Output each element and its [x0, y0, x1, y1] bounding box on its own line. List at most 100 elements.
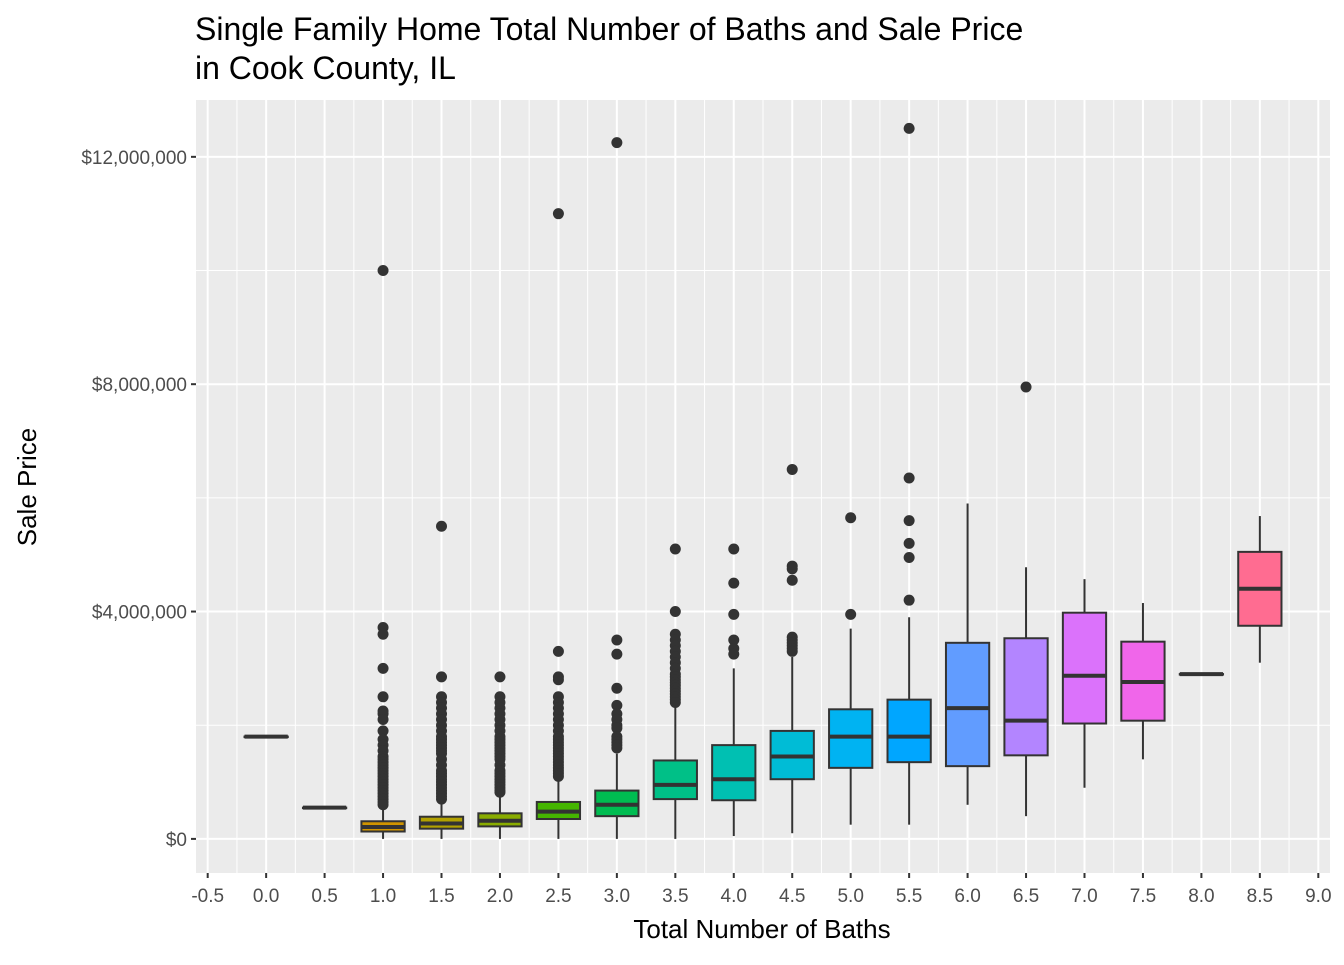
- x-tick-label: 7.5: [1130, 886, 1156, 907]
- y-tick-label: $4,000,000: [92, 603, 187, 624]
- outlier-point: [728, 648, 740, 660]
- outlier-point: [903, 537, 915, 549]
- outlier-point: [552, 770, 564, 782]
- outlier-point: [786, 463, 798, 475]
- x-tick-label: 7.0: [1071, 886, 1097, 907]
- outlier-point: [377, 714, 389, 726]
- outlier-point: [903, 515, 915, 527]
- outlier-point: [377, 628, 389, 640]
- box: [1003, 637, 1049, 757]
- outlier-point: [552, 645, 564, 657]
- outlier-point: [377, 691, 389, 703]
- x-axis: -0.5 0.0 0.5 1.0 1.5 2.0 2.5 3.0 3.5 4.0 4.5 5.0 5.5…: [191, 873, 1332, 907]
- box: [886, 698, 932, 764]
- x-tick-label: 5.5: [896, 886, 922, 907]
- x-tick-label: 6.0: [954, 886, 980, 907]
- outlier-point: [552, 208, 564, 220]
- outlier-point: [728, 634, 740, 646]
- outlier-point: [611, 682, 623, 694]
- outlier-point: [903, 122, 915, 134]
- outlier-point: [436, 520, 448, 532]
- outlier-point: [494, 786, 506, 798]
- x-tick-label: 0.0: [253, 886, 279, 907]
- x-tick-label: 2.0: [487, 886, 513, 907]
- chart-title-line-2: in Cook County, IL: [195, 50, 456, 86]
- box-group: [1003, 381, 1049, 817]
- y-tick-label: $0: [166, 830, 187, 851]
- outlier-point: [436, 793, 448, 805]
- box-group: [360, 265, 406, 839]
- box-group: [535, 208, 582, 839]
- outlier-point: [845, 608, 857, 620]
- outlier-point: [611, 137, 623, 149]
- box-group: [1120, 603, 1166, 760]
- x-tick-label: 8.0: [1188, 886, 1214, 907]
- outlier-point: [669, 696, 681, 708]
- x-tick-label: 4.5: [779, 886, 805, 907]
- outlier-point: [903, 472, 915, 484]
- x-tick-label: 3.5: [662, 886, 688, 907]
- outlier-point: [786, 645, 798, 657]
- outlier-point: [377, 662, 389, 674]
- outlier-point: [728, 608, 740, 620]
- box: [1061, 611, 1108, 725]
- outlier-point: [494, 671, 506, 683]
- x-tick-label: -0.5: [191, 886, 224, 907]
- outlier-point: [903, 594, 915, 606]
- chart-title-line-1: Single Family Home Total Number of Baths…: [195, 11, 1023, 47]
- outlier-point: [436, 671, 448, 683]
- box: [652, 759, 698, 801]
- outlier-point: [845, 512, 857, 524]
- x-tick-label: 4.0: [721, 886, 747, 907]
- box: [944, 641, 991, 768]
- box-group: [243, 734, 289, 739]
- outlier-point: [728, 543, 740, 555]
- outlier-point: [611, 722, 623, 734]
- outlier-point: [786, 574, 798, 586]
- box-group: [594, 137, 640, 839]
- box-series: [243, 122, 1283, 839]
- outlier-point: [611, 699, 623, 711]
- outlier-point: [728, 577, 740, 589]
- outlier-point: [903, 552, 915, 564]
- box-group: [1178, 672, 1225, 677]
- outlier-point: [377, 725, 389, 737]
- outlier-point: [611, 634, 623, 646]
- y-tick-label: $8,000,000: [92, 375, 187, 396]
- box-group: [711, 543, 757, 837]
- x-tick-label: 2.5: [545, 886, 571, 907]
- outlier-point: [669, 543, 681, 555]
- x-tick-label: 5.0: [837, 886, 863, 907]
- box-group: [828, 512, 874, 825]
- y-axis: $0 $4,000,000 $8,000,000 $12,000,000: [81, 148, 196, 851]
- x-axis-label: Total Number of Baths: [633, 914, 890, 944]
- x-tick-label: 8.5: [1247, 886, 1273, 907]
- box: [711, 744, 757, 802]
- x-tick-label: 1.5: [428, 886, 454, 907]
- box-group: [886, 122, 932, 825]
- x-tick-label: 1.0: [370, 886, 396, 907]
- outlier-point: [377, 265, 389, 277]
- x-tick-label: 6.5: [1013, 886, 1039, 907]
- x-tick-label: 3.0: [604, 886, 630, 907]
- x-tick-label: 0.5: [311, 886, 337, 907]
- outlier-point: [1020, 381, 1032, 393]
- box-group: [477, 671, 523, 839]
- outlier-point: [552, 674, 564, 686]
- box-group: [1061, 579, 1108, 788]
- outlier-point: [669, 606, 681, 618]
- box-group: [769, 463, 815, 834]
- y-axis-label: Sale Price: [12, 428, 42, 547]
- box-group: [944, 503, 991, 805]
- minor-gridlines: [196, 100, 1330, 873]
- outlier-point: [786, 563, 798, 575]
- y-tick-label: $12,000,000: [81, 148, 187, 169]
- outlier-point: [611, 648, 623, 660]
- outlier-point: [377, 799, 389, 811]
- box-group: [1237, 516, 1283, 663]
- box-group: [301, 805, 348, 810]
- box-group: [418, 520, 465, 839]
- outlier-point: [611, 742, 623, 754]
- box-group: [652, 543, 698, 839]
